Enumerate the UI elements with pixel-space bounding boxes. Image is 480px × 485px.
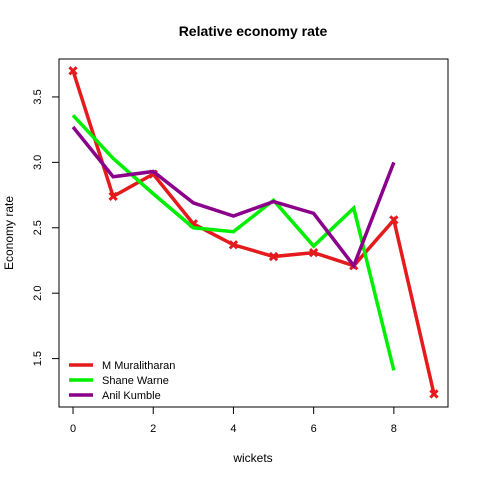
data-point-m-muralitharan [108,191,118,202]
x-tick-label: 4 [230,423,236,435]
chart-title: Relative economy rate [179,23,328,39]
x-tick-label: 8 [391,423,397,435]
y-axis-label: Economy rate [2,196,16,270]
data-point-m-muralitharan [268,251,279,262]
legend-label: Shane Warne [102,375,169,387]
y-axis: 1.5 2.0 2.5 3.0 3.5 [32,89,60,366]
x-axis-label: wickets [232,451,272,465]
data-point-m-muralitharan [68,66,78,76]
data-point-m-muralitharan [308,247,319,258]
data-point-m-muralitharan [228,240,239,250]
y-tick-label: 3.5 [32,89,44,104]
x-axis: 0 2 4 6 8 [70,406,397,435]
series-line-m-muralitharan [71,70,436,395]
y-tick-label: 2.0 [32,286,44,301]
legend-label: Anil Kumble [102,390,161,402]
y-tick-label: 1.5 [32,351,44,366]
data-point-m-muralitharan [389,215,399,225]
series-layer [68,66,439,399]
y-tick-label: 2.5 [32,220,44,235]
legend-label: M Muralitharan [102,360,175,372]
y-tick-label: 3.0 [32,155,44,170]
x-tick-label: 0 [70,423,76,435]
data-point-m-muralitharan [429,389,439,399]
legend: M Muralitharan Shane Warne Anil Kumble [69,360,175,402]
x-tick-label: 2 [150,423,156,435]
x-tick-label: 6 [311,423,317,435]
series-line-anil-kumble [71,125,396,270]
series-line-shane-warne [71,114,396,371]
